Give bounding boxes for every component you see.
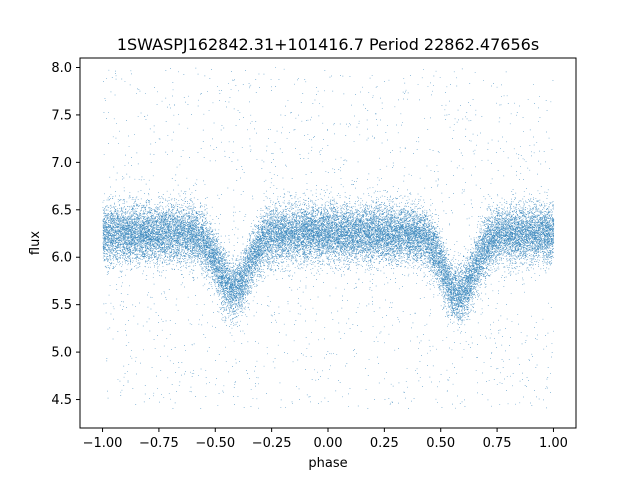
y-axis: 4.5 5.0 5.5 6.0 6.5 7.0 7.5 8.0 <box>51 61 80 408</box>
scatter-points <box>102 67 555 409</box>
x-tick-label: −0.75 <box>139 436 179 451</box>
x-tick-label: 0.50 <box>426 436 455 451</box>
chart-title: 1SWASPJ162842.31+101416.7 Period 22862.4… <box>117 35 539 54</box>
x-tick-label: 0.00 <box>314 436 343 451</box>
y-tick-label: 4.5 <box>51 393 72 408</box>
x-tick-label: −0.50 <box>195 436 235 451</box>
y-tick-label: 5.0 <box>51 346 72 361</box>
x-axis: −1.00 −0.75 −0.50 −0.25 0.00 0.25 0.50 0.75 1.00 <box>83 428 568 451</box>
x-tick-label: 0.75 <box>483 436 512 451</box>
x-tick-label: −0.25 <box>252 436 292 451</box>
x-tick-label: 1.00 <box>539 436 568 451</box>
y-tick-label: 6.5 <box>51 203 72 218</box>
y-tick-label: 5.5 <box>51 298 72 313</box>
x-axis-label: phase <box>308 456 347 471</box>
y-tick-label: 6.0 <box>51 251 72 266</box>
x-tick-label: −1.00 <box>83 436 123 451</box>
y-tick-label: 7.5 <box>51 108 72 123</box>
plot-points <box>102 67 555 409</box>
y-tick-label: 7.0 <box>51 156 72 171</box>
y-tick-label: 8.0 <box>51 61 72 76</box>
y-axis-label: flux <box>28 231 43 255</box>
x-tick-label: 0.25 <box>370 436 399 451</box>
